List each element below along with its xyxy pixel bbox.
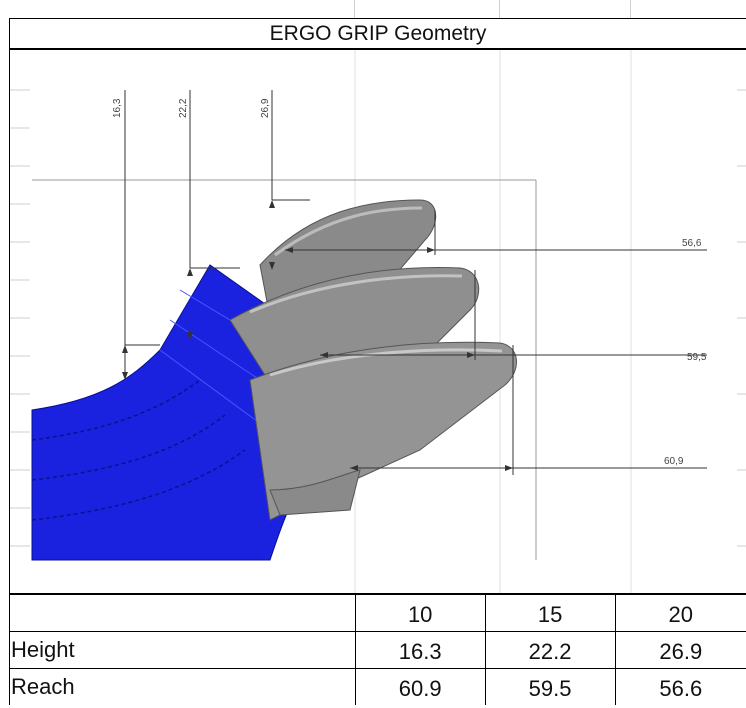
drawing-svg: 16,3 22,2 26,9 56,6 59,5 6 <box>10 50 746 593</box>
table-cell[interactable]: 60.9 <box>354 668 486 705</box>
grip-geometry-drawing: 16,3 22,2 26,9 56,6 59,5 6 <box>9 50 746 593</box>
row-label[interactable]: Reach <box>9 668 356 705</box>
dimension-arrows <box>122 200 275 380</box>
table-header-cell[interactable]: 10 <box>354 593 486 632</box>
table-row: Reach 60.9 59.5 56.6 <box>9 668 746 705</box>
table-cell[interactable]: 16.3 <box>354 631 486 669</box>
reach-dim-label-2: 59,5 <box>687 352 707 363</box>
column-divider <box>630 0 631 18</box>
column-divider <box>499 0 500 18</box>
column-divider <box>354 0 355 18</box>
height-dim-label-1: 16,3 <box>112 98 123 118</box>
left-ticks <box>10 89 746 547</box>
table-cell[interactable]: 56.6 <box>614 668 746 705</box>
height-dimension-lines <box>124 90 310 380</box>
table-header-cell[interactable]: 20 <box>614 593 746 632</box>
grip-shell-small <box>249 341 517 521</box>
table-header-row: 10 15 20 <box>9 593 746 632</box>
height-dim-label-2: 22,2 <box>178 98 189 118</box>
table-header-blank[interactable] <box>9 593 356 632</box>
table-row: Height 16.3 22.2 26.9 <box>9 631 746 669</box>
height-dim-label-3: 26,9 <box>260 98 271 118</box>
reach-dimension-lines <box>285 210 707 475</box>
table-cell[interactable]: 22.2 <box>484 631 616 669</box>
geometry-table: 10 15 20 Height 16.3 22.2 26.9 Reach 60.… <box>9 593 746 705</box>
table-header-cell[interactable]: 15 <box>484 593 616 632</box>
table-cell[interactable]: 26.9 <box>614 631 746 669</box>
reach-dim-label-1: 56,6 <box>682 238 702 249</box>
reach-arrows <box>285 247 513 471</box>
table-cell[interactable]: 59.5 <box>484 668 616 705</box>
title-cell[interactable]: ERGO GRIP Geometry <box>9 18 746 50</box>
frame-lines <box>32 179 537 560</box>
reach-dim-label-3: 60,9 <box>664 456 684 467</box>
row-label[interactable]: Height <box>9 631 356 669</box>
